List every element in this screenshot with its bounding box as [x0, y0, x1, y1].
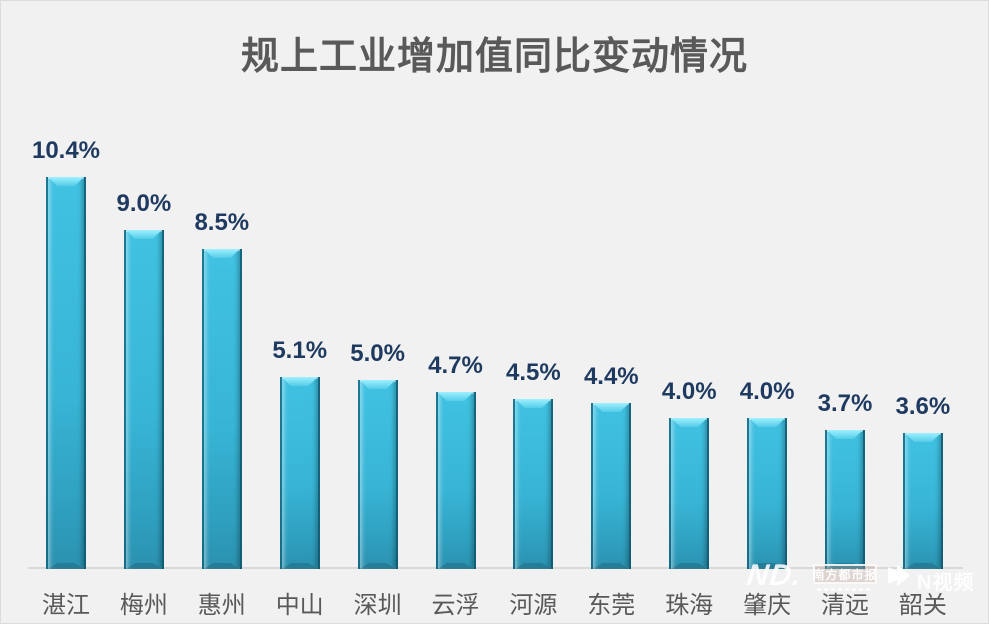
category-label-中山: 中山 [275, 592, 324, 619]
value-label-深圳: 5.0% [350, 340, 405, 367]
bar-深圳 [357, 380, 398, 569]
bar-中山 [279, 377, 320, 569]
bar-湛江 [46, 177, 86, 569]
bar-云浮 [435, 392, 476, 569]
value-label-清远: 3.7% [817, 390, 873, 417]
value-label-云浮: 4.7% [428, 352, 483, 379]
value-label-梅州: 9.0% [116, 190, 172, 217]
bar-韶关 [902, 433, 943, 569]
bar-河源 [513, 399, 554, 569]
category-label-惠州: 惠州 [197, 592, 246, 619]
bar-惠州 [201, 249, 242, 569]
category-label-肇庆: 肇庆 [743, 592, 792, 619]
bar-清远 [825, 430, 865, 569]
category-label-东莞: 东莞 [587, 592, 636, 619]
value-label-肇庆: 4.0% [739, 378, 795, 405]
category-label-河源: 河源 [509, 592, 558, 619]
value-label-珠海: 4.0% [661, 378, 717, 405]
bar-东莞 [591, 403, 632, 569]
bar-珠海 [669, 418, 710, 569]
value-label-中山: 5.1% [272, 337, 328, 364]
value-label-河源: 4.5% [506, 359, 561, 386]
category-label-韶关: 韶关 [898, 592, 947, 619]
category-label-云浮: 云浮 [431, 592, 480, 619]
value-label-惠州: 8.5% [194, 209, 250, 236]
value-label-湛江: 10.4% [31, 137, 101, 164]
category-label-湛江: 湛江 [42, 592, 90, 619]
category-label-清远: 清远 [821, 592, 869, 619]
bar-肇庆 [747, 418, 788, 569]
value-label-东莞: 4.4% [583, 363, 639, 390]
x-axis-line [28, 567, 963, 569]
category-label-深圳: 深圳 [353, 592, 402, 619]
bar-梅州 [123, 230, 164, 569]
category-label-珠海: 珠海 [665, 592, 714, 619]
value-label-韶关: 3.6% [895, 393, 951, 420]
category-label-梅州: 梅州 [119, 592, 168, 619]
chart-title: 规上工业增加值同比变动情况 [240, 36, 748, 78]
